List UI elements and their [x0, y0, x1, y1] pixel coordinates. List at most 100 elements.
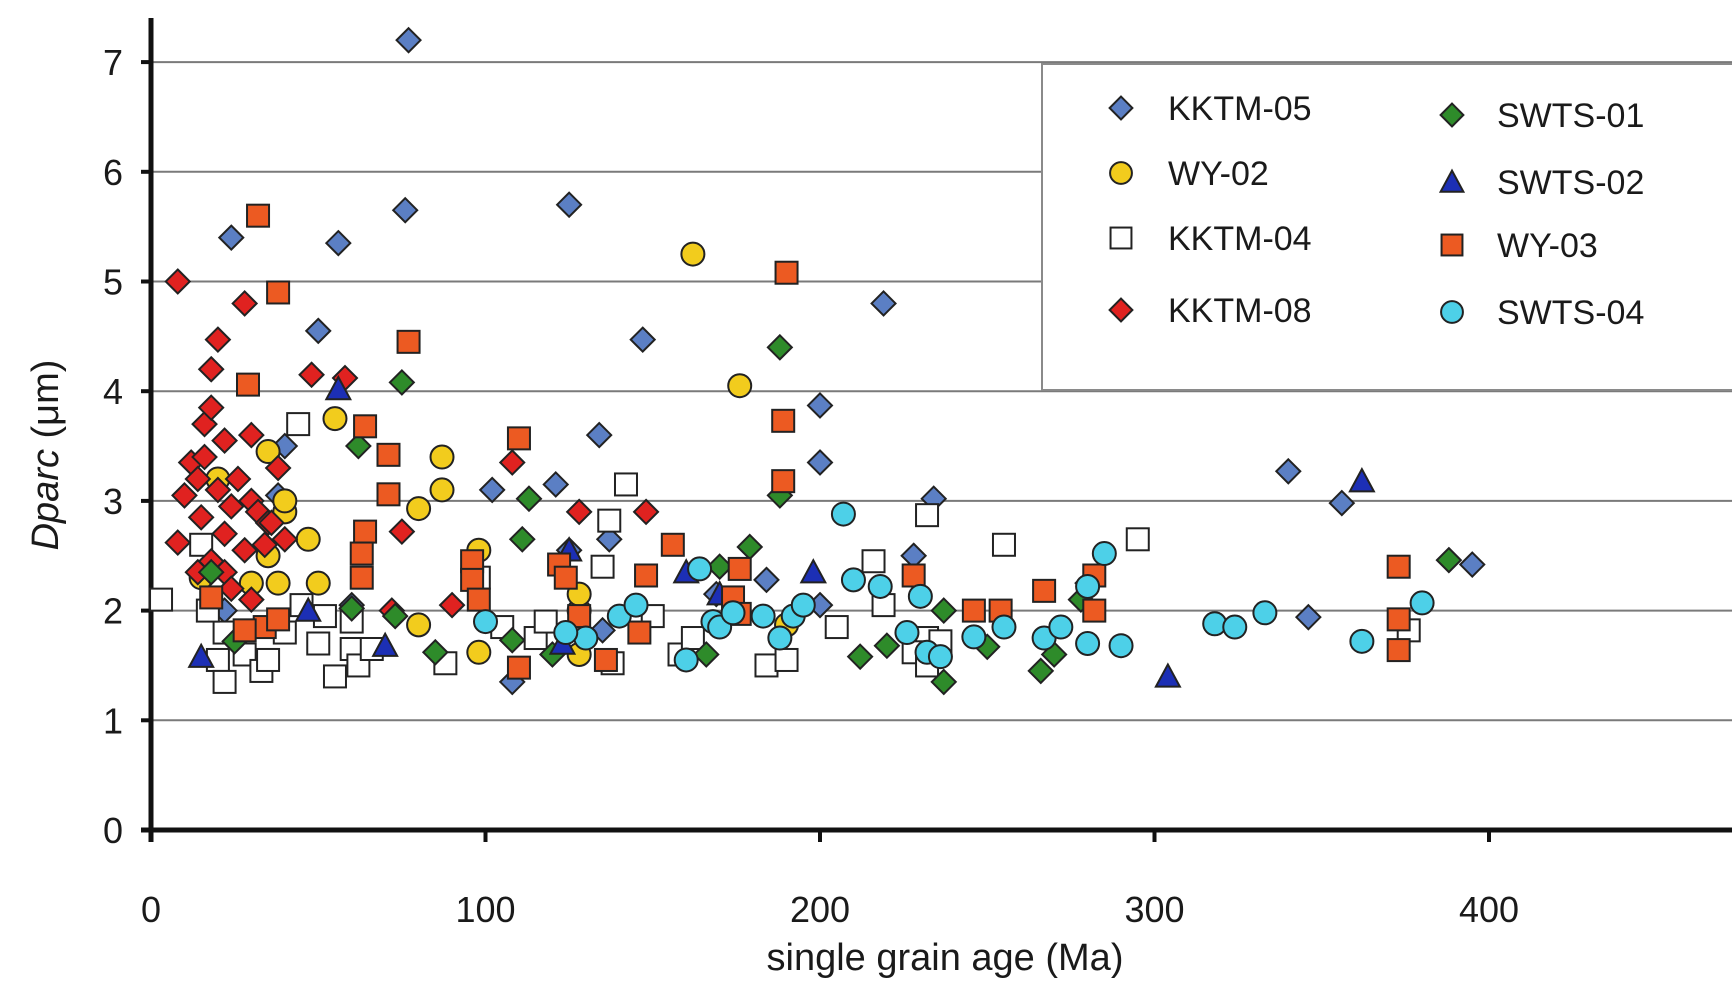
point-kktm-08-11	[204, 476, 232, 504]
legend-marker-wy-02	[1109, 161, 1133, 185]
point-wy-02-0	[680, 241, 706, 267]
x-tick-label-300: 300	[1124, 889, 1184, 930]
point-swts-04-4	[1075, 573, 1101, 599]
point-wy-02-7	[406, 496, 432, 522]
point-swts-04-7	[991, 614, 1017, 640]
point-kktm-04-0	[149, 587, 174, 612]
legend-marker-wy-03	[1440, 233, 1464, 257]
point-wy-03-7	[376, 442, 401, 467]
point-swts-04-13	[1222, 614, 1248, 640]
point-swts-04-15	[1349, 628, 1375, 654]
point-kktm-05-18	[1458, 551, 1486, 578]
point-kktm-05-3	[391, 196, 419, 224]
point-wy-03-15	[460, 567, 485, 592]
point-wy-03-33	[1386, 638, 1411, 663]
data-points	[149, 26, 1486, 696]
point-kktm-04-36	[774, 647, 799, 672]
point-wy-03-38	[627, 620, 652, 645]
point-wy-03-16	[466, 587, 491, 612]
point-swts-01-23	[197, 558, 225, 586]
y-tick-label-3: 3	[103, 481, 123, 522]
point-swts-01-16	[873, 632, 901, 660]
y-axis-label: Dparc (μm)	[25, 360, 67, 551]
point-kktm-08-30	[498, 449, 526, 476]
x-tick-labels: 0 100 200 300 400	[141, 889, 1519, 930]
y-axis-label-unit: (μm)	[25, 360, 67, 449]
point-kktm-08-39	[251, 531, 279, 559]
point-swts-01-8	[930, 597, 958, 625]
x-tick-label-0: 0	[141, 889, 161, 930]
axes	[141, 18, 1732, 842]
y-tick-label-6: 6	[103, 152, 123, 193]
point-wy-02-21	[406, 612, 432, 638]
point-kktm-08-24	[237, 586, 265, 614]
point-kktm-08-25	[258, 509, 285, 537]
point-kktm-08-2	[204, 326, 232, 354]
point-swts-04-11	[1108, 633, 1134, 659]
point-swts-04-17	[687, 556, 713, 582]
point-swts-01-3	[515, 485, 543, 513]
point-kktm-04-30	[590, 554, 615, 579]
point-wy-03-28	[1032, 578, 1057, 603]
legend-marker-swts-02	[1438, 168, 1466, 193]
point-kktm-08-38	[191, 443, 218, 471]
point-wy-02-19	[466, 639, 492, 665]
point-swts-02-7	[371, 631, 399, 657]
point-swts-01-19	[1027, 657, 1055, 685]
point-swts-01-22	[381, 602, 409, 630]
point-swts-02-10	[1154, 662, 1182, 688]
point-wy-03-37	[593, 647, 618, 672]
point-kktm-05-0	[395, 26, 422, 54]
point-swts-04-3	[907, 583, 933, 609]
point-swts-04-20	[720, 600, 746, 626]
y-tick-label-7: 7	[103, 42, 123, 83]
point-wy-03-39	[232, 618, 257, 643]
point-wy-03-21	[660, 532, 685, 557]
legend: KKTM-05 WY-02 KKTM-04 KKTM-08 SWTS-01 SWTS-02…	[1041, 63, 1732, 391]
y-tick-label-5: 5	[103, 262, 123, 303]
legend-box	[1041, 63, 1732, 391]
point-kktm-08-3	[231, 290, 259, 317]
point-swts-04-32	[473, 609, 498, 635]
legend-marker-kktm-08	[1108, 297, 1134, 323]
point-kktm-05-17	[1328, 489, 1356, 517]
point-wy-03-5	[353, 414, 378, 439]
point-swts-04-2	[867, 573, 893, 599]
point-kktm-08-23	[217, 575, 245, 603]
y-tick-labels: 0 1 2 3 4 5 6 7	[103, 42, 123, 851]
point-kktm-04-11	[189, 532, 214, 557]
point-swts-01-14	[692, 641, 720, 668]
legend-label-wy-03: WY-03	[1497, 227, 1598, 265]
point-kktm-08-6	[211, 427, 239, 454]
point-swts-02-0	[324, 374, 352, 401]
point-swts-04-31	[623, 592, 649, 618]
point-kktm-05-10	[478, 476, 506, 504]
point-kktm-04-7	[861, 549, 886, 574]
point-kktm-04-9	[824, 615, 849, 640]
point-wy-02-13	[305, 570, 331, 596]
point-kktm-08-27	[298, 361, 325, 389]
legend-marker-swts-04	[1440, 300, 1464, 324]
point-wy-02-10	[295, 526, 321, 552]
point-wy-02-12	[265, 570, 291, 596]
point-swts-04-14	[1252, 600, 1278, 626]
series-swts-01	[197, 333, 1463, 696]
point-wy-03-1	[266, 280, 291, 305]
point-swts-01-15	[846, 643, 874, 671]
point-swts-04-22	[750, 603, 776, 629]
point-kktm-08-32	[632, 498, 660, 526]
point-swts-04-1	[840, 567, 866, 593]
point-kktm-05-14	[806, 449, 834, 476]
point-kktm-04-21	[322, 664, 347, 689]
series-swts-04	[473, 501, 1435, 673]
point-wy-02-2	[322, 406, 348, 432]
y-tick-label-4: 4	[103, 371, 123, 412]
point-kktm-08-1	[197, 355, 225, 383]
series-kktm-04	[149, 412, 1421, 694]
point-wy-03-3	[396, 329, 421, 354]
legend-label-wy-02: WY-02	[1168, 155, 1269, 193]
point-kktm-05-1	[217, 224, 245, 252]
point-kktm-08-17	[211, 520, 239, 548]
point-kktm-08-33	[438, 591, 466, 619]
series-kktm-08	[164, 268, 1102, 625]
